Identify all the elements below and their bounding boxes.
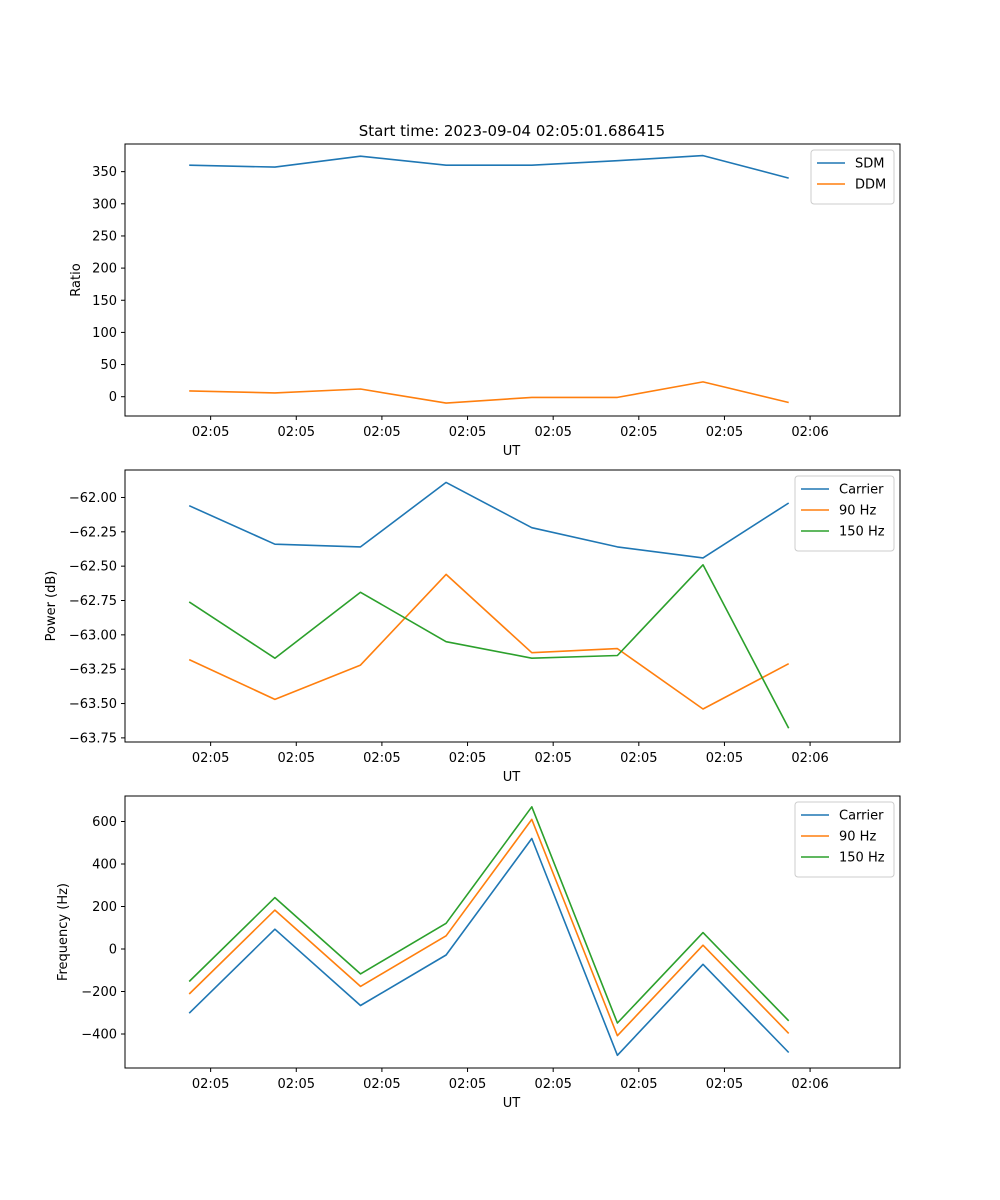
legend-label: DDM (855, 178, 886, 193)
x-tick-label: 02:05 (192, 425, 229, 440)
x-tick-label: 02:05 (278, 751, 315, 766)
series-line-150-hz (188, 805, 790, 1024)
y-tick-label: −63.50 (69, 697, 117, 712)
x-tick-label: 02:05 (278, 1077, 315, 1092)
y-tick-label: −63.75 (69, 731, 117, 746)
legend-label: Carrier (839, 809, 884, 824)
x-tick-label: 02:05 (363, 751, 400, 766)
y-axis-label: Ratio (69, 263, 84, 296)
x-axis-label: UT (503, 444, 521, 459)
x-tick-label: 02:06 (791, 1077, 828, 1092)
y-tick-label: 150 (92, 294, 117, 309)
x-tick-label: 02:05 (449, 425, 486, 440)
x-tick-label: 02:05 (449, 1077, 486, 1092)
legend-label: 150 Hz (839, 525, 885, 540)
x-tick-label: 02:05 (706, 425, 743, 440)
x-tick-label: 02:05 (363, 425, 400, 440)
axes-frame (124, 143, 901, 417)
y-tick-label: −63.00 (69, 628, 117, 643)
x-tick-label: 02:05 (363, 1077, 400, 1092)
axes-frame (124, 469, 901, 743)
legend-label: 90 Hz (839, 504, 876, 519)
legend-label: 90 Hz (839, 830, 876, 845)
legend-label: 150 Hz (839, 851, 885, 866)
figure-title: Start time: 2023-09-04 02:05:01.686415 (359, 122, 665, 140)
y-tick-label: 100 (92, 326, 117, 341)
series-line-90-hz (188, 818, 790, 1037)
series-line-carrier (188, 481, 790, 559)
y-tick-label: 0 (109, 390, 117, 405)
legend-box (794, 475, 895, 552)
y-axis-label: Frequency (Hz) (56, 883, 71, 981)
legend-label: SDM (855, 157, 884, 172)
x-tick-label: 02:05 (706, 1077, 743, 1092)
y-tick-label: −62.75 (69, 594, 117, 609)
frequency-panel: 600 400 200 0 −200 −400 02:05 02:05 02:05 02:05 02… (56, 795, 901, 1111)
y-tick-label: 250 (92, 229, 117, 244)
x-tick-label: 02:05 (620, 1077, 657, 1092)
y-tick-label: −62.50 (69, 560, 117, 575)
y-tick-label: 350 (92, 165, 117, 180)
x-tick-label: 02:05 (192, 1077, 229, 1092)
y-tick-label: 50 (100, 358, 117, 373)
axes-frame (124, 795, 901, 1069)
x-tick-label: 02:05 (278, 425, 315, 440)
x-axis-label: UT (503, 1096, 521, 1111)
y-axis-label: Power (dB) (44, 571, 59, 642)
x-tick-label: 02:05 (620, 751, 657, 766)
x-tick-label: 02:05 (534, 1077, 571, 1092)
y-tick-label: 200 (92, 900, 117, 915)
x-tick-label: 02:05 (534, 751, 571, 766)
series-line-150-hz (188, 563, 790, 729)
y-tick-label: 200 (92, 262, 117, 277)
x-tick-label: 02:05 (706, 751, 743, 766)
series-line-ddm (189, 381, 789, 404)
x-axis-label: UT (503, 770, 521, 785)
x-tick-label: 02:06 (791, 751, 828, 766)
y-tick-label: −200 (81, 985, 117, 1000)
x-tick-label: 02:05 (620, 425, 657, 440)
y-tick-label: −400 (81, 1028, 117, 1043)
y-tick-label: −62.25 (69, 525, 117, 540)
y-tick-label: 600 (92, 815, 117, 830)
y-tick-label: −63.25 (69, 663, 117, 678)
x-tick-label: 02:05 (192, 751, 229, 766)
power-panel: −62.00 −62.25 −62.50 −62.75 −63.00 −63.25 −63.… (44, 469, 901, 785)
series-line-90-hz (188, 573, 790, 710)
x-tick-label: 02:06 (791, 425, 828, 440)
y-tick-label: 300 (92, 197, 117, 212)
series-line-sdm (189, 154, 789, 179)
y-tick-label: −62.00 (69, 491, 117, 506)
x-tick-label: 02:05 (534, 425, 571, 440)
x-tick-label: 02:05 (449, 751, 486, 766)
series-line-carrier (188, 837, 790, 1057)
y-tick-label: 0 (109, 943, 117, 958)
legend-box (794, 801, 895, 878)
y-tick-label: 400 (92, 858, 117, 873)
ratio-panel: 0 50 100 150 200 250 300 350 02:05 02:05 02:05 02:0… (69, 143, 901, 459)
legend-label: Carrier (839, 483, 884, 498)
